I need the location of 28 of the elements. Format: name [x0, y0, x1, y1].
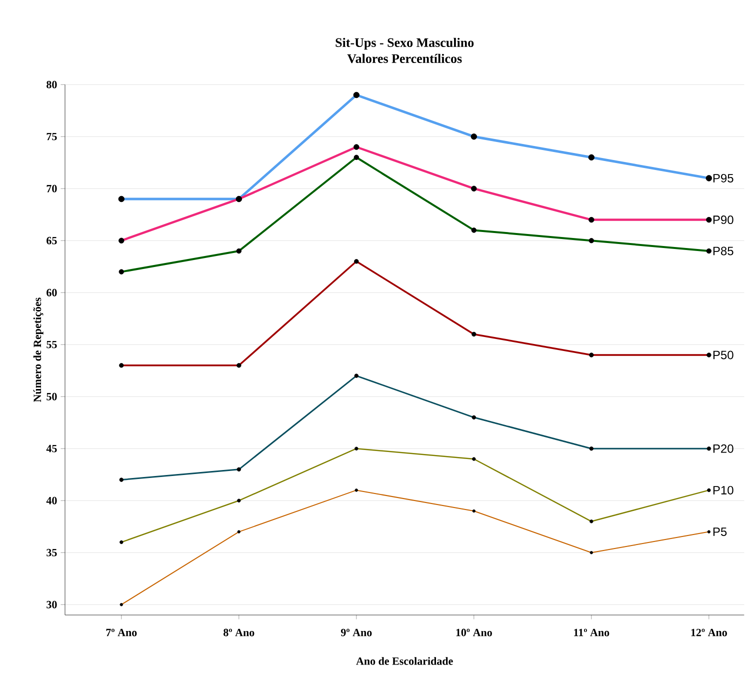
series-label: P85	[713, 246, 734, 256]
x-tick-label: 7º Ano	[106, 628, 137, 636]
x-tick-label: 12º Ano	[691, 628, 727, 636]
chart-title: Sit-Ups - Sexo Masculino	[336, 38, 474, 50]
x-tick-label: 8º Ano	[224, 628, 254, 636]
y-tick-label: 45	[46, 444, 57, 452]
y-tick-label: 65	[46, 236, 57, 244]
y-tick-label: 30	[46, 600, 57, 608]
x-tick-label: 9º Ano	[340, 628, 372, 636]
y-tick-label: 75	[46, 132, 57, 140]
y-tick-label: 50	[46, 392, 57, 400]
series-label: P90	[713, 216, 734, 224]
y-tick-label: 40	[46, 496, 57, 504]
y-tick-label: 60	[46, 288, 57, 296]
series-label: P20	[713, 444, 734, 453]
series-label: P95	[713, 174, 734, 182]
x-tick-label: 10º Ano	[456, 628, 492, 636]
series-label: P10	[713, 486, 734, 494]
y-tick-label: 70	[46, 184, 57, 192]
y-axis-title: Número de Repetições	[33, 298, 44, 402]
series-label: P50	[713, 350, 734, 360]
y-tick-label: 80	[46, 80, 57, 88]
y-tick-label: 55	[46, 340, 57, 348]
x-axis-title: Ano de Escolaridade	[356, 657, 453, 665]
x-tick-label: 11º Ano	[574, 628, 610, 636]
y-tick-label: 35	[46, 548, 57, 556]
series-label: P5	[713, 528, 727, 536]
chart-subtitle: Valores Percentílicos	[347, 54, 462, 64]
